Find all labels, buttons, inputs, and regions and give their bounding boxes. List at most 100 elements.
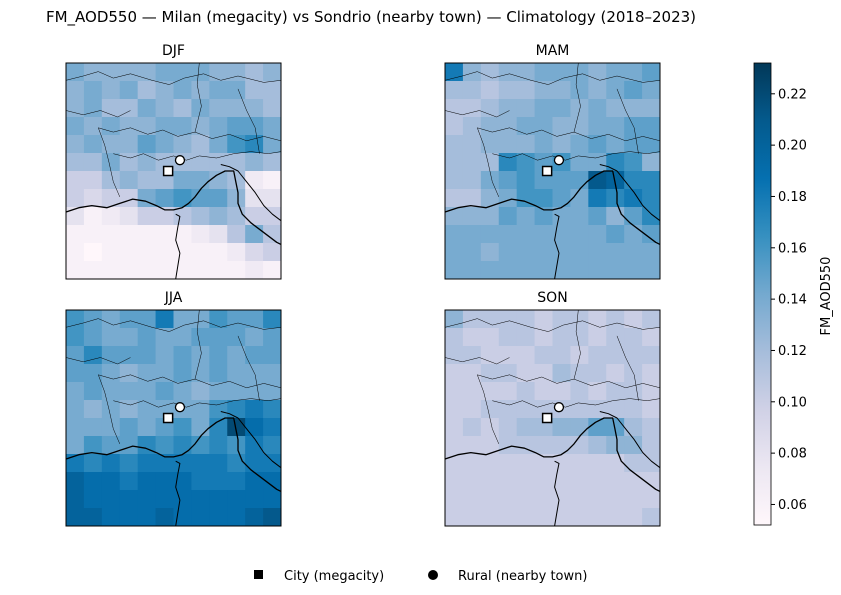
heatmap-cell: [642, 261, 661, 280]
heatmap-cell: [209, 346, 228, 365]
heatmap-cell: [552, 472, 571, 491]
heatmap-cell: [570, 99, 589, 118]
heatmap-cell: [173, 310, 192, 329]
heatmap-cell: [227, 225, 246, 244]
heatmap-cell: [137, 454, 156, 473]
country-border: [477, 374, 500, 444]
heatmap-cell: [480, 490, 500, 509]
heatmap-cell: [83, 81, 103, 100]
heatmap-cell: [606, 243, 625, 262]
heatmap-cell: [227, 508, 246, 527]
heatmap-cell: [263, 400, 282, 419]
heatmap-cell: [588, 171, 607, 190]
heatmap-cell: [66, 207, 85, 226]
heatmap-cell: [516, 225, 535, 244]
heatmap-cell: [245, 63, 264, 82]
heatmap-cell: [227, 400, 246, 419]
heatmap-cell: [642, 418, 661, 437]
heatmap-cell: [263, 310, 282, 329]
heatmap-cell: [191, 63, 210, 82]
heatmap-cell: [445, 382, 464, 401]
panel-title: DJF: [162, 43, 185, 59]
heatmap-cell: [570, 171, 589, 190]
heatmap-cell: [245, 328, 264, 347]
heatmap-cell: [119, 346, 139, 365]
heatmap-cell: [498, 63, 518, 82]
colorbar-tick-label: 0.18: [778, 190, 807, 205]
heatmap-cell: [137, 346, 156, 365]
heatmap-cell: [245, 225, 264, 244]
heatmap-cell: [155, 189, 174, 208]
heatmap-cell: [173, 418, 192, 437]
heatmap-cell: [516, 171, 535, 190]
heatmap-cell: [209, 261, 228, 280]
heatmap-cell: [624, 436, 643, 455]
heatmap-cell: [83, 171, 103, 190]
city-marker-icon: [254, 570, 263, 579]
heatmap-cell: [209, 508, 228, 527]
city-marker: [162, 165, 174, 177]
heatmap-cell: [480, 153, 500, 172]
heatmap-cell: [516, 135, 535, 154]
heatmap-cell: [101, 243, 121, 262]
heatmap-cell: [137, 328, 156, 347]
heatmap-cell: [191, 171, 210, 190]
heatmap-cell: [173, 436, 192, 455]
heatmap-cell: [624, 99, 643, 118]
heatmap-cell: [66, 135, 85, 154]
heatmap-cell: [209, 382, 228, 401]
heatmap-cell: [101, 207, 121, 226]
heatmap-cell: [498, 472, 518, 491]
heatmap-cell: [119, 382, 139, 401]
heatmap-cell: [624, 63, 643, 82]
heatmap-cell: [570, 207, 589, 226]
heatmap-cell: [227, 328, 246, 347]
heatmap-cell: [227, 261, 246, 280]
heatmap-cell: [101, 153, 121, 172]
heatmap-cell: [498, 382, 518, 401]
heatmap-cell: [534, 261, 553, 280]
heatmap-cell: [101, 310, 121, 329]
heatmap-cell: [624, 346, 643, 365]
heatmap-cell: [462, 225, 482, 244]
heatmap-cell: [191, 117, 210, 136]
heatmap-cell: [606, 63, 625, 82]
country-border: [113, 398, 282, 408]
heatmap-cell: [624, 225, 643, 244]
heatmap-cell: [173, 63, 192, 82]
heatmap-cell: [498, 346, 518, 365]
heatmap-cell: [209, 490, 228, 509]
heatmap-cell: [498, 454, 518, 473]
heatmap-cell: [552, 243, 571, 262]
heatmap-cell: [227, 135, 246, 154]
colorbar-tick-label: 0.06: [778, 498, 807, 513]
heatmap-cell: [588, 418, 607, 437]
heatmap-cell: [534, 454, 553, 473]
heatmap-cell: [516, 117, 535, 136]
heatmap-cell: [534, 63, 553, 82]
heatmap-cell: [534, 81, 553, 100]
country-border: [492, 398, 661, 408]
heatmap-cell: [137, 436, 156, 455]
heatmap-cell: [498, 99, 518, 118]
heatmap-cell: [173, 472, 192, 491]
heatmap-cell: [642, 243, 661, 262]
heatmap-cell: [552, 81, 571, 100]
heatmap-cell: [173, 364, 192, 383]
heatmap-cell: [245, 472, 264, 491]
heatmap-cell: [445, 99, 464, 118]
rural-marker: [174, 402, 186, 413]
heatmap-cell: [137, 490, 156, 509]
heatmap-cell: [516, 99, 535, 118]
country-border: [477, 127, 500, 197]
heatmap-cell: [552, 490, 571, 509]
heatmap-cell: [119, 225, 139, 244]
heatmap-cell: [570, 382, 589, 401]
heatmap-cell: [83, 261, 103, 280]
heatmap-cell: [445, 207, 464, 226]
heatmap-cell: [66, 346, 85, 365]
heatmap-cell: [263, 189, 282, 208]
heatmap-cell: [462, 207, 482, 226]
heatmap-cell: [606, 472, 625, 491]
